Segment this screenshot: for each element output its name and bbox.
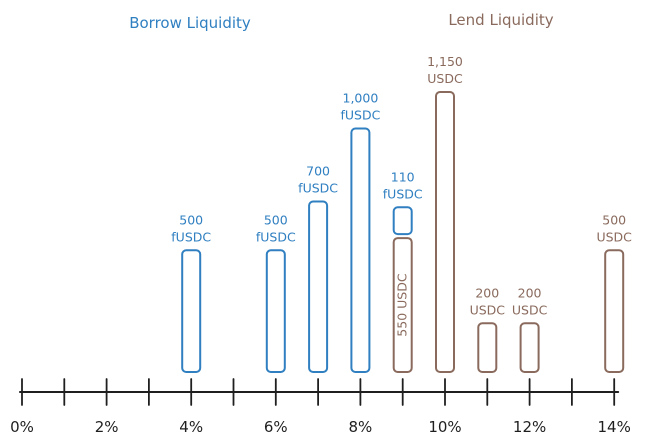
borrow-bar <box>308 200 329 373</box>
lend-bar <box>435 90 455 373</box>
lend-bar-label: USDC <box>470 302 506 317</box>
lend-bar-label: 1,150 <box>427 54 463 69</box>
borrow-bar-label: fUSDC <box>256 229 296 244</box>
lend-bar-label: 200 <box>475 285 499 300</box>
lend-bar <box>604 249 625 373</box>
x-tick-label: 12% <box>513 418 546 436</box>
x-tick-label: 10% <box>428 418 461 436</box>
borrow-bar-label: 700 <box>306 164 330 179</box>
borrow-bar <box>392 206 413 236</box>
lend-bar-label: USDC <box>512 302 548 317</box>
borrow-bar-label: 110 <box>391 169 415 184</box>
x-tick-label: 0% <box>10 418 34 436</box>
bars-layer <box>181 90 625 373</box>
borrow-bar-label: 1,000 <box>343 91 379 106</box>
x-tick-label: 14% <box>598 418 631 436</box>
legend-borrow-label: Borrow Liquidity <box>129 14 251 32</box>
lend-bar-label: USDC <box>427 71 463 86</box>
borrow-bar-label: fUSDC <box>171 229 211 244</box>
borrow-bar-label: 500 <box>179 212 203 227</box>
lend-bar-label: USDC <box>596 229 632 244</box>
lend-bar <box>392 237 413 373</box>
borrow-bar <box>265 249 286 373</box>
lend-bar <box>477 322 498 373</box>
borrow-bar <box>181 249 202 373</box>
x-tick-label: 6% <box>264 418 288 436</box>
borrow-bar-label: 500 <box>264 212 288 227</box>
borrow-bar-label: fUSDC <box>383 186 423 201</box>
x-tick-label: 4% <box>179 418 203 436</box>
legend-lend-label: Lend Liquidity <box>448 11 553 29</box>
x-axis: 0% 2% 4% 6% 8% 10% 12% 14% <box>10 378 631 436</box>
lend-bar <box>519 322 540 373</box>
labels-layer: 500 fUSDC 500 fUSDC 700 fUSDC 1,000 fUSDC 110 fUS… <box>171 54 632 337</box>
lend-bar-label: 550 USDC <box>395 273 410 337</box>
x-tick-label: 8% <box>349 418 373 436</box>
lend-bar-label: 200 <box>518 285 542 300</box>
x-tick-label: 2% <box>95 418 119 436</box>
borrow-bar-label: fUSDC <box>340 108 380 123</box>
borrow-bar <box>350 127 371 373</box>
borrow-bar-label: fUSDC <box>298 181 338 196</box>
lend-bar-label: 500 <box>602 212 626 227</box>
